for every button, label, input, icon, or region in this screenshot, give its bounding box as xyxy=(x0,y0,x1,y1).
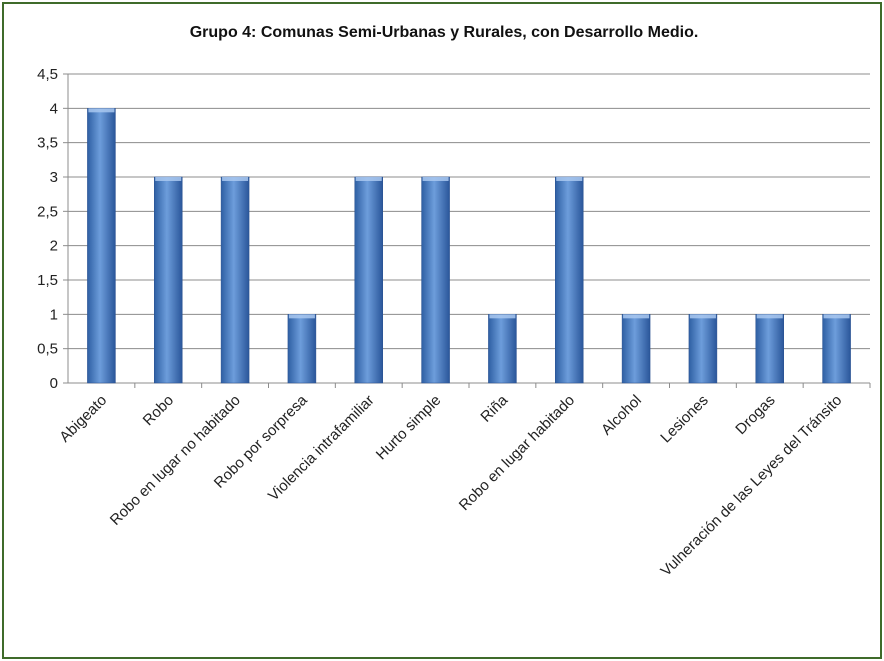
y-tick-label: 2 xyxy=(50,238,58,255)
bar xyxy=(287,314,317,384)
y-tick-label: 0,5 xyxy=(37,341,58,358)
bar-cap xyxy=(756,314,783,319)
bar xyxy=(421,176,450,384)
x-category-label: Alcohol xyxy=(598,392,645,439)
y-tick-label: 0 xyxy=(50,375,58,392)
bar-cap xyxy=(155,177,182,181)
bar-cap xyxy=(288,314,315,319)
x-category-label: Abigeato xyxy=(56,392,110,446)
bar-cap xyxy=(689,314,716,319)
x-category-label: Lesiones xyxy=(657,392,711,446)
x-category-label: Robo xyxy=(140,392,177,429)
y-tick-label: 2,5 xyxy=(37,203,58,220)
bar-cap xyxy=(88,108,115,113)
bar xyxy=(755,314,784,384)
bar xyxy=(621,314,651,384)
bar-cap xyxy=(222,177,249,181)
y-tick-label: 3,5 xyxy=(37,135,58,152)
bar-cap xyxy=(823,314,850,319)
y-tick-label: 1,5 xyxy=(37,272,58,289)
bar-cap xyxy=(422,177,449,181)
x-category-label: Riña xyxy=(477,391,511,425)
bar xyxy=(822,314,851,384)
bar-cap xyxy=(623,314,650,319)
bar xyxy=(488,314,517,384)
y-tick-label: 4 xyxy=(50,100,58,117)
x-category-label: Robo en lugar no habitado xyxy=(107,392,244,529)
bar-cap xyxy=(556,177,583,181)
y-tick-label: 4,5 xyxy=(37,66,58,83)
bar xyxy=(354,176,383,384)
bar xyxy=(220,176,250,384)
bar xyxy=(555,176,584,384)
bar-cap xyxy=(355,177,382,181)
x-category-label: Drogas xyxy=(732,392,778,438)
y-tick-label: 1 xyxy=(50,306,58,323)
chart-title: Grupo 4: Comunas Semi-Urbanas y Rurales,… xyxy=(189,24,699,41)
bar xyxy=(87,108,116,384)
bar xyxy=(154,176,183,384)
bar-cap xyxy=(489,314,516,319)
x-category-label: Robo en lugar habitado xyxy=(456,392,578,514)
bar xyxy=(688,314,718,384)
y-tick-label: 3 xyxy=(50,169,58,186)
x-category-label: Hurto simple xyxy=(373,392,445,464)
